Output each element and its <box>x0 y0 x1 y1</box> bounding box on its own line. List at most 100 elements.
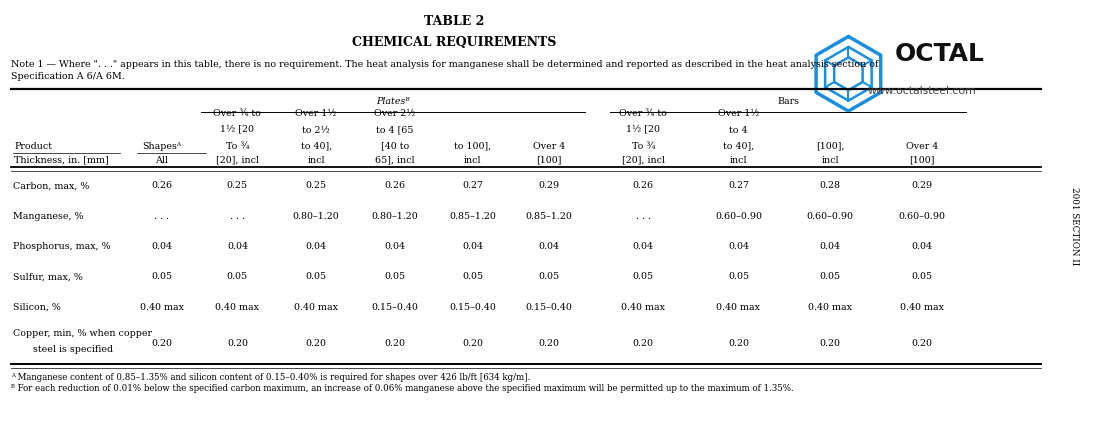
Text: 0.04: 0.04 <box>632 242 654 251</box>
Text: 0.04: 0.04 <box>728 242 749 251</box>
Text: 0.20: 0.20 <box>911 339 933 348</box>
Text: to 4 [65: to 4 [65 <box>376 126 414 135</box>
Text: 0.25: 0.25 <box>226 181 248 190</box>
Text: CHEMICAL REQUIREMENTS: CHEMICAL REQUIREMENTS <box>352 36 556 49</box>
Text: 0.80–1.20: 0.80–1.20 <box>293 212 339 220</box>
Text: 0.40 max: 0.40 max <box>216 303 259 312</box>
Text: 0.04: 0.04 <box>384 242 406 251</box>
Text: 0.40 max: 0.40 max <box>140 303 184 312</box>
Text: 2001 SECTION II: 2001 SECTION II <box>1070 187 1079 265</box>
Text: 0.28: 0.28 <box>819 181 841 190</box>
Text: incl: incl <box>822 156 839 164</box>
Text: 0.20: 0.20 <box>226 339 248 348</box>
Text: 0.60–0.90: 0.60–0.90 <box>715 212 761 220</box>
Text: 0.15–0.40: 0.15–0.40 <box>450 303 496 312</box>
Text: . . .: . . . <box>636 212 651 220</box>
Text: 0.05: 0.05 <box>632 273 654 281</box>
Text: Platesᴮ: Platesᴮ <box>376 98 410 106</box>
Text: 0.05: 0.05 <box>462 273 484 281</box>
Text: 1½ [20: 1½ [20 <box>626 126 661 135</box>
Text: 1½ [20: 1½ [20 <box>220 126 255 135</box>
Text: 0.04: 0.04 <box>819 242 841 251</box>
Text: To ¾: To ¾ <box>631 142 655 151</box>
Text: Phosphorus, max, %: Phosphorus, max, % <box>13 242 110 251</box>
Text: 0.05: 0.05 <box>819 273 841 281</box>
Text: 0.05: 0.05 <box>151 273 173 281</box>
Text: ᴬ Manganese content of 0.85–1.35% and silicon content of 0.15–0.40% is required : ᴬ Manganese content of 0.85–1.35% and si… <box>11 373 531 382</box>
Text: 0.80–1.20: 0.80–1.20 <box>372 212 418 220</box>
Text: to 100],: to 100], <box>454 142 491 151</box>
Text: 0.20: 0.20 <box>305 339 327 348</box>
Text: [20], incl: [20], incl <box>216 156 259 164</box>
Text: Over 1½: Over 1½ <box>295 109 337 118</box>
Text: www.octalsteel.com: www.octalsteel.com <box>868 86 976 96</box>
Text: 0.20: 0.20 <box>538 339 560 348</box>
Text: 0.40 max: 0.40 max <box>808 303 852 312</box>
Text: 0.04: 0.04 <box>911 242 933 251</box>
Text: Note 1 — Where ". . ." appears in this table, there is no requirement. The heat : Note 1 — Where ". . ." appears in this t… <box>11 60 878 69</box>
Text: Copper, min, % when copper: Copper, min, % when copper <box>13 329 152 338</box>
Text: to 4: to 4 <box>730 126 747 135</box>
Text: 0.04: 0.04 <box>226 242 248 251</box>
Text: 0.05: 0.05 <box>728 273 749 281</box>
Text: Over ¾ to: Over ¾ to <box>213 109 261 118</box>
Text: [100]: [100] <box>536 156 562 164</box>
Text: 0.85–1.20: 0.85–1.20 <box>526 212 572 220</box>
Text: Sulfur, max, %: Sulfur, max, % <box>13 273 83 281</box>
Text: Over 1½: Over 1½ <box>718 109 759 118</box>
Text: 0.27: 0.27 <box>462 181 484 190</box>
Text: To ¾: To ¾ <box>225 142 249 151</box>
Text: Silicon, %: Silicon, % <box>13 303 61 312</box>
Text: 0.40 max: 0.40 max <box>717 303 760 312</box>
Text: incl: incl <box>730 156 747 164</box>
Text: 0.29: 0.29 <box>911 181 933 190</box>
Text: [100]: [100] <box>909 156 935 164</box>
Text: 0.29: 0.29 <box>538 181 560 190</box>
Text: to 40],: to 40], <box>301 142 331 151</box>
Text: 0.04: 0.04 <box>151 242 173 251</box>
Text: Shapesᴬ: Shapesᴬ <box>142 142 182 151</box>
Text: 0.15–0.40: 0.15–0.40 <box>526 303 572 312</box>
Text: Manganese, %: Manganese, % <box>13 212 83 220</box>
Text: 0.20: 0.20 <box>728 339 749 348</box>
Text: 0.04: 0.04 <box>462 242 484 251</box>
Text: [100],: [100], <box>816 142 845 151</box>
Text: 0.60–0.90: 0.60–0.90 <box>807 212 853 220</box>
Text: Product: Product <box>14 142 53 151</box>
Text: Carbon, max, %: Carbon, max, % <box>13 181 90 190</box>
Text: . . .: . . . <box>154 212 170 220</box>
Text: Over ¾ to: Over ¾ to <box>619 109 667 118</box>
Text: All: All <box>155 156 168 164</box>
Text: 0.15–0.40: 0.15–0.40 <box>372 303 418 312</box>
Text: to 2½: to 2½ <box>302 126 330 135</box>
Text: [40 to: [40 to <box>381 142 409 151</box>
Text: 65], incl: 65], incl <box>375 156 415 164</box>
Text: Over 4: Over 4 <box>906 142 939 151</box>
Text: OCTAL: OCTAL <box>895 42 985 66</box>
Text: 0.60–0.90: 0.60–0.90 <box>899 212 945 220</box>
Text: 0.05: 0.05 <box>226 273 248 281</box>
Text: 0.05: 0.05 <box>305 273 327 281</box>
Text: 0.05: 0.05 <box>384 273 406 281</box>
Text: Specification A 6/A 6M.: Specification A 6/A 6M. <box>11 72 125 82</box>
Text: 0.25: 0.25 <box>305 181 327 190</box>
Text: 0.05: 0.05 <box>538 273 560 281</box>
Text: 0.04: 0.04 <box>305 242 327 251</box>
Text: 0.20: 0.20 <box>819 339 841 348</box>
Text: 0.27: 0.27 <box>728 181 749 190</box>
Text: incl: incl <box>464 156 481 164</box>
Text: . . .: . . . <box>230 212 245 220</box>
Text: to 40],: to 40], <box>723 142 754 151</box>
Text: 0.05: 0.05 <box>911 273 933 281</box>
Text: 0.04: 0.04 <box>538 242 560 251</box>
Text: 0.26: 0.26 <box>384 181 406 190</box>
Text: Over 2½: Over 2½ <box>374 109 416 118</box>
Text: [20], incl: [20], incl <box>621 156 665 164</box>
Text: 0.20: 0.20 <box>632 339 654 348</box>
Text: 0.40 max: 0.40 max <box>294 303 338 312</box>
Text: 0.40 max: 0.40 max <box>900 303 944 312</box>
Text: 0.40 max: 0.40 max <box>621 303 665 312</box>
Text: ᴮ For each reduction of 0.01% below the specified carbon maximum, an increase of: ᴮ For each reduction of 0.01% below the … <box>11 385 793 393</box>
Text: incl: incl <box>307 156 325 164</box>
Text: Thickness, in. [mm]: Thickness, in. [mm] <box>14 156 109 164</box>
